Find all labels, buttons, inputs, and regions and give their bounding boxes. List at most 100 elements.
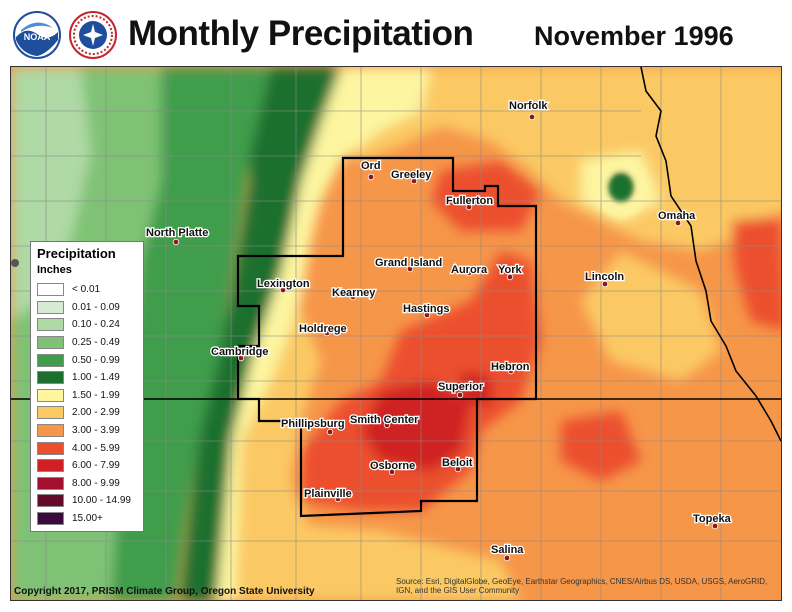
precip-zone-1-1.5in — [181, 67, 341, 600]
legend-label: 0.01 - 0.09 — [72, 301, 120, 313]
city-label: Salina — [491, 544, 524, 556]
legend-item: 6.00 - 7.99 — [37, 457, 143, 475]
legend-swatch — [37, 283, 64, 297]
legend-item: < 0.01 — [37, 281, 143, 299]
legend-label: 0.50 - 0.99 — [72, 354, 120, 366]
city-marker — [465, 269, 473, 277]
legend-label: 4.00 - 5.99 — [72, 442, 120, 454]
city-label: Superior — [438, 381, 484, 393]
city-marker — [406, 265, 414, 273]
precip-cell-1.5-2in — [595, 161, 647, 217]
city-label: Smith Center — [350, 414, 419, 426]
city-marker — [388, 468, 396, 476]
legend-item: 1.50 - 1.99 — [37, 387, 143, 405]
city-label: Aurora — [451, 264, 488, 276]
city-marker — [423, 311, 431, 319]
national-weather-service-logo — [69, 11, 117, 59]
city-marker — [349, 293, 357, 301]
legend-swatch — [37, 318, 64, 332]
legend-item: 15.00+ — [37, 510, 143, 528]
map-edge-marker — [11, 259, 19, 267]
city-marker — [383, 421, 391, 429]
legend-item: 8.00 - 9.99 — [37, 475, 143, 493]
legend-units: Inches — [37, 264, 72, 276]
precip-zone-6-8in — [361, 381, 471, 471]
legend-item: 0.10 - 0.24 — [37, 316, 143, 334]
precip-cell-1-1.5in — [608, 172, 634, 202]
city-label: Fullerton — [446, 195, 493, 207]
city-marker — [711, 522, 719, 530]
legend-label: 2.00 - 2.99 — [72, 407, 120, 419]
city-label: Cambridge — [211, 346, 268, 358]
city-label: Osborne — [370, 460, 415, 472]
city-marker — [279, 286, 287, 294]
city-marker — [326, 428, 334, 436]
legend-item: 1.00 - 1.49 — [37, 369, 143, 387]
legend-swatch — [37, 353, 64, 367]
legend-swatch — [37, 336, 64, 350]
legend-label: 0.10 - 0.24 — [72, 319, 120, 331]
city-marker — [674, 219, 682, 227]
legend-label: 3.00 - 3.99 — [72, 425, 120, 437]
city-marker — [367, 173, 375, 181]
city-marker — [237, 354, 245, 362]
city-label: Greeley — [391, 169, 432, 181]
city-marker — [456, 391, 464, 399]
legend-swatch — [37, 494, 64, 508]
state-boundary-missouri-river — [640, 67, 781, 442]
precip-zone-4-6in-ne — [431, 161, 541, 231]
city-label: Beloit — [442, 457, 473, 469]
legend-item: 4.00 - 5.99 — [37, 439, 143, 457]
legend-item: 2.00 - 2.99 — [37, 404, 143, 422]
precip-zone-1-5in — [201, 67, 431, 600]
legend-swatch — [37, 300, 64, 314]
legend-item: 10.00 - 14.99 — [37, 492, 143, 510]
city-marker — [528, 113, 536, 121]
city-marker — [172, 238, 180, 246]
city-label: Norfolk — [509, 100, 548, 112]
noaa-logo: NOAA — [13, 11, 61, 59]
city-label: Ord — [361, 160, 381, 172]
forecast-area-outline — [236, 156, 538, 518]
city-marker — [334, 495, 342, 503]
precip-zone-6-8in-b — [461, 371, 491, 406]
city-label: Kearney — [332, 287, 376, 299]
legend-label: 6.00 - 7.99 — [72, 460, 120, 472]
legend-swatch — [37, 406, 64, 420]
city-marker — [507, 367, 515, 375]
city-label: Omaha — [658, 210, 696, 222]
city-label: York — [498, 264, 523, 276]
legend-title: Precipitation — [37, 246, 116, 261]
city-label: Lexington — [257, 278, 310, 290]
legend-item: 0.50 - 0.99 — [37, 351, 143, 369]
precip-zone-2-3in-east — [581, 251, 721, 381]
city-marker — [454, 465, 462, 473]
city-label: Hebron — [491, 361, 530, 373]
legend-label: 1.50 - 1.99 — [72, 389, 120, 401]
legend-swatch — [37, 424, 64, 438]
city-label: Phillipsburg — [281, 418, 345, 430]
precip-zone-4-6in-east — [731, 216, 781, 330]
legend-label: 15.00+ — [72, 513, 103, 525]
city-label: Hastings — [403, 303, 449, 315]
legend-item: 0.01 - 0.09 — [37, 299, 143, 317]
city-label: Holdrege — [299, 323, 347, 335]
legend-swatch — [37, 371, 64, 385]
legend-swatch — [37, 512, 64, 526]
legend-label: 8.00 - 9.99 — [72, 477, 120, 489]
city-marker — [323, 329, 331, 337]
city-marker — [465, 203, 473, 211]
map-title: Monthly Precipitation — [128, 14, 474, 53]
city-marker — [601, 280, 609, 288]
source-credit: Source: Esri, DigitalGlobe, GeoEye, Eart… — [396, 577, 768, 595]
legend-label: 1.00 - 1.49 — [72, 372, 120, 384]
legend-swatch — [37, 388, 64, 402]
city-label: Lincoln — [585, 271, 624, 283]
city-marker — [503, 554, 511, 562]
svg-text:NOAA: NOAA — [24, 32, 51, 42]
city-layer: Norfolk Ord Greeley Fullerton Omaha North Pla… — [145, 99, 733, 562]
city-marker — [506, 273, 514, 281]
legend-item: 3.00 - 3.99 — [37, 422, 143, 440]
precip-zone-2-3in-north — [331, 67, 781, 251]
